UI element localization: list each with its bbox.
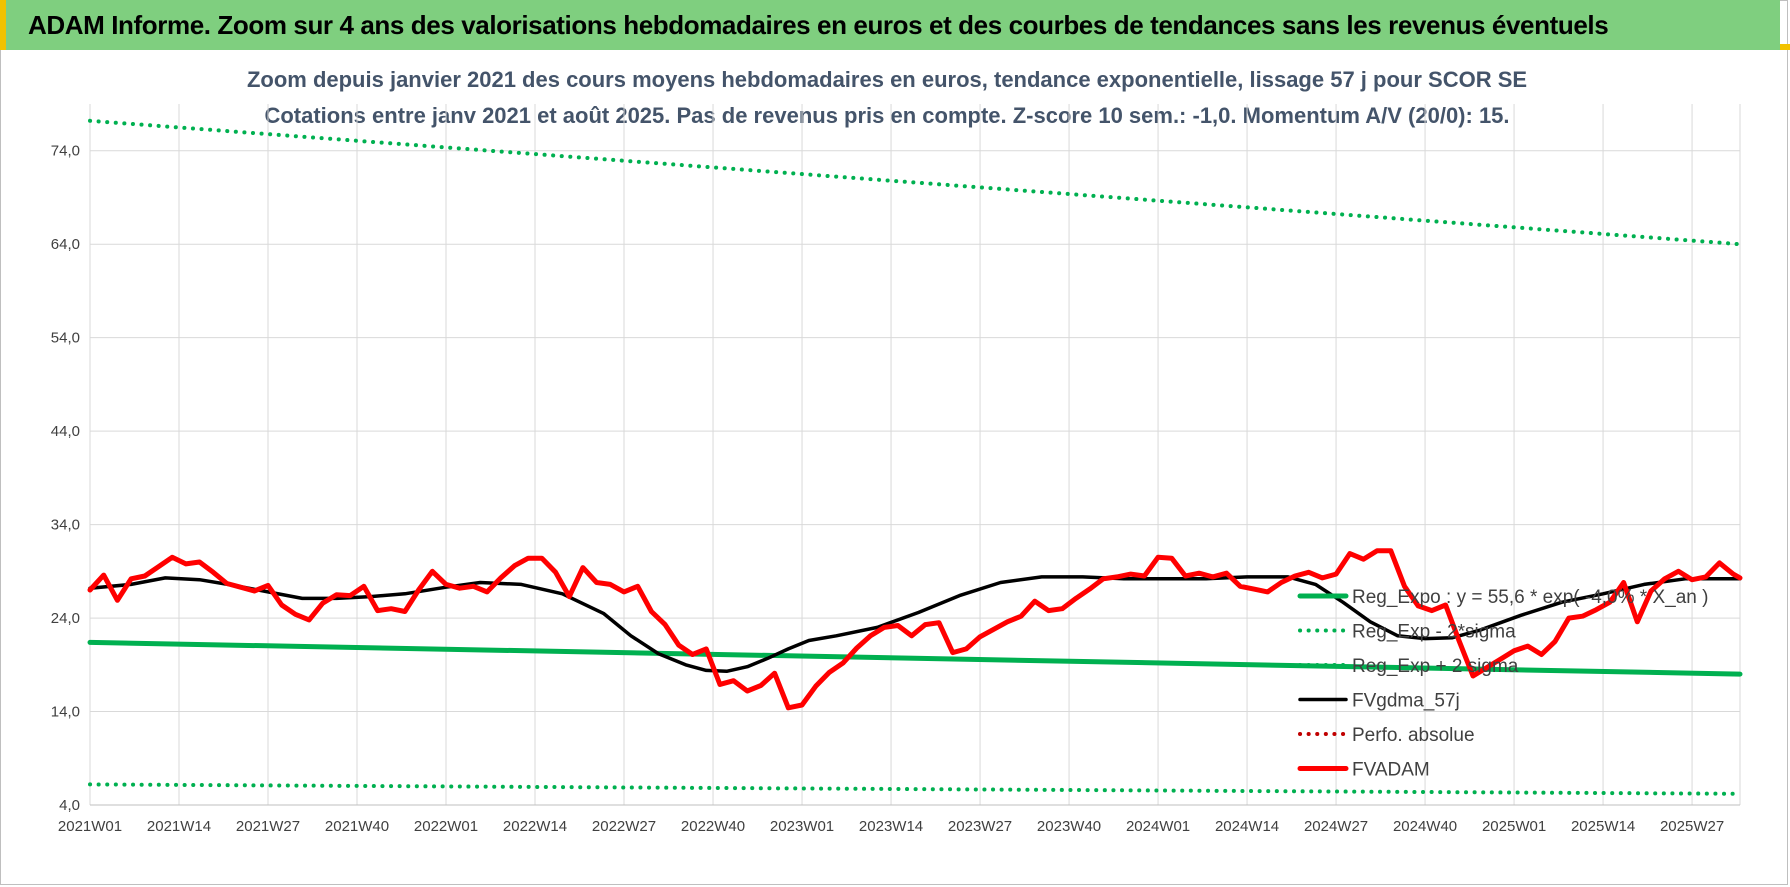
x-tick-label: 2023W14 bbox=[859, 818, 923, 835]
legend-label: FVgdma_57j bbox=[1352, 691, 1460, 712]
y-tick-label: 54,0 bbox=[51, 330, 80, 347]
x-tick-label: 2025W27 bbox=[1660, 818, 1724, 835]
legend-label: FVADAM bbox=[1352, 760, 1430, 781]
legend-label: Reg_Expo : y = 55,6 * exp( -4,0% * X_an … bbox=[1352, 587, 1708, 608]
x-tick-label: 2024W40 bbox=[1393, 818, 1457, 835]
series-fvadam bbox=[87, 548, 1743, 711]
x-tick-label: 2025W14 bbox=[1571, 818, 1635, 835]
x-tick-label: 2022W01 bbox=[414, 818, 478, 835]
right-accent-mark bbox=[1780, 44, 1790, 50]
legend-label: Reg_Exp + 2 sigma bbox=[1352, 656, 1519, 677]
series-reg-exp-2-sigma bbox=[88, 782, 1742, 796]
y-tick-label: 14,0 bbox=[51, 704, 80, 721]
x-tick-label: 2023W01 bbox=[770, 818, 834, 835]
y-tick-label: 4,0 bbox=[59, 797, 80, 814]
report-banner: ADAM Informe. Zoom sur 4 ans des valoris… bbox=[0, 0, 1780, 50]
x-tick-label: 2023W40 bbox=[1037, 818, 1101, 835]
x-tick-label: 2021W14 bbox=[147, 818, 211, 835]
y-tick-label: 44,0 bbox=[51, 423, 80, 440]
chart-title: Zoom depuis janvier 2021 des cours moyen… bbox=[247, 67, 1527, 92]
y-tick-label: 64,0 bbox=[51, 236, 80, 253]
x-tick-label: 2025W01 bbox=[1482, 818, 1546, 835]
y-tick-label: 74,0 bbox=[51, 143, 80, 160]
y-tick-label: 24,0 bbox=[51, 610, 80, 627]
series-group bbox=[87, 118, 1743, 796]
chart-area: Zoom depuis janvier 2021 des cours moyen… bbox=[51, 67, 1743, 835]
x-tick-label: 2022W40 bbox=[681, 818, 745, 835]
x-tick-label: 2021W40 bbox=[325, 818, 389, 835]
chart-subtitle: Cotations entre janv 2021 et août 2025. … bbox=[264, 103, 1509, 128]
x-tick-label: 2022W14 bbox=[503, 818, 567, 835]
x-tick-label: 2022W27 bbox=[592, 818, 656, 835]
legend-label: Perfo. absolue bbox=[1352, 725, 1475, 746]
x-tick-label: 2021W27 bbox=[236, 818, 300, 835]
x-tick-label: 2024W27 bbox=[1304, 818, 1368, 835]
x-tick-label: 2024W14 bbox=[1215, 818, 1279, 835]
y-tick-label: 34,0 bbox=[51, 517, 80, 534]
banner-title: ADAM Informe. Zoom sur 4 ans des valoris… bbox=[28, 9, 1609, 40]
grid bbox=[89, 104, 1741, 806]
series-reg-exp-2-sigma bbox=[88, 118, 1742, 247]
x-tick-label: 2023W27 bbox=[948, 818, 1012, 835]
x-tick-label: 2024W01 bbox=[1126, 818, 1190, 835]
x-tick-label: 2021W01 bbox=[58, 818, 122, 835]
legend: Reg_Expo : y = 55,6 * exp( -4,0% * X_an … bbox=[1297, 587, 1708, 781]
legend-label: Reg_Exp - 2*sigma bbox=[1352, 622, 1516, 643]
axes: 4,0 14,0 24,0 34,0 44,0 54,0 64,0 74,0 2021W01 20… bbox=[51, 143, 1740, 835]
series-reg-expo-y-55-6-exp-4-0-x-an bbox=[87, 639, 1743, 677]
